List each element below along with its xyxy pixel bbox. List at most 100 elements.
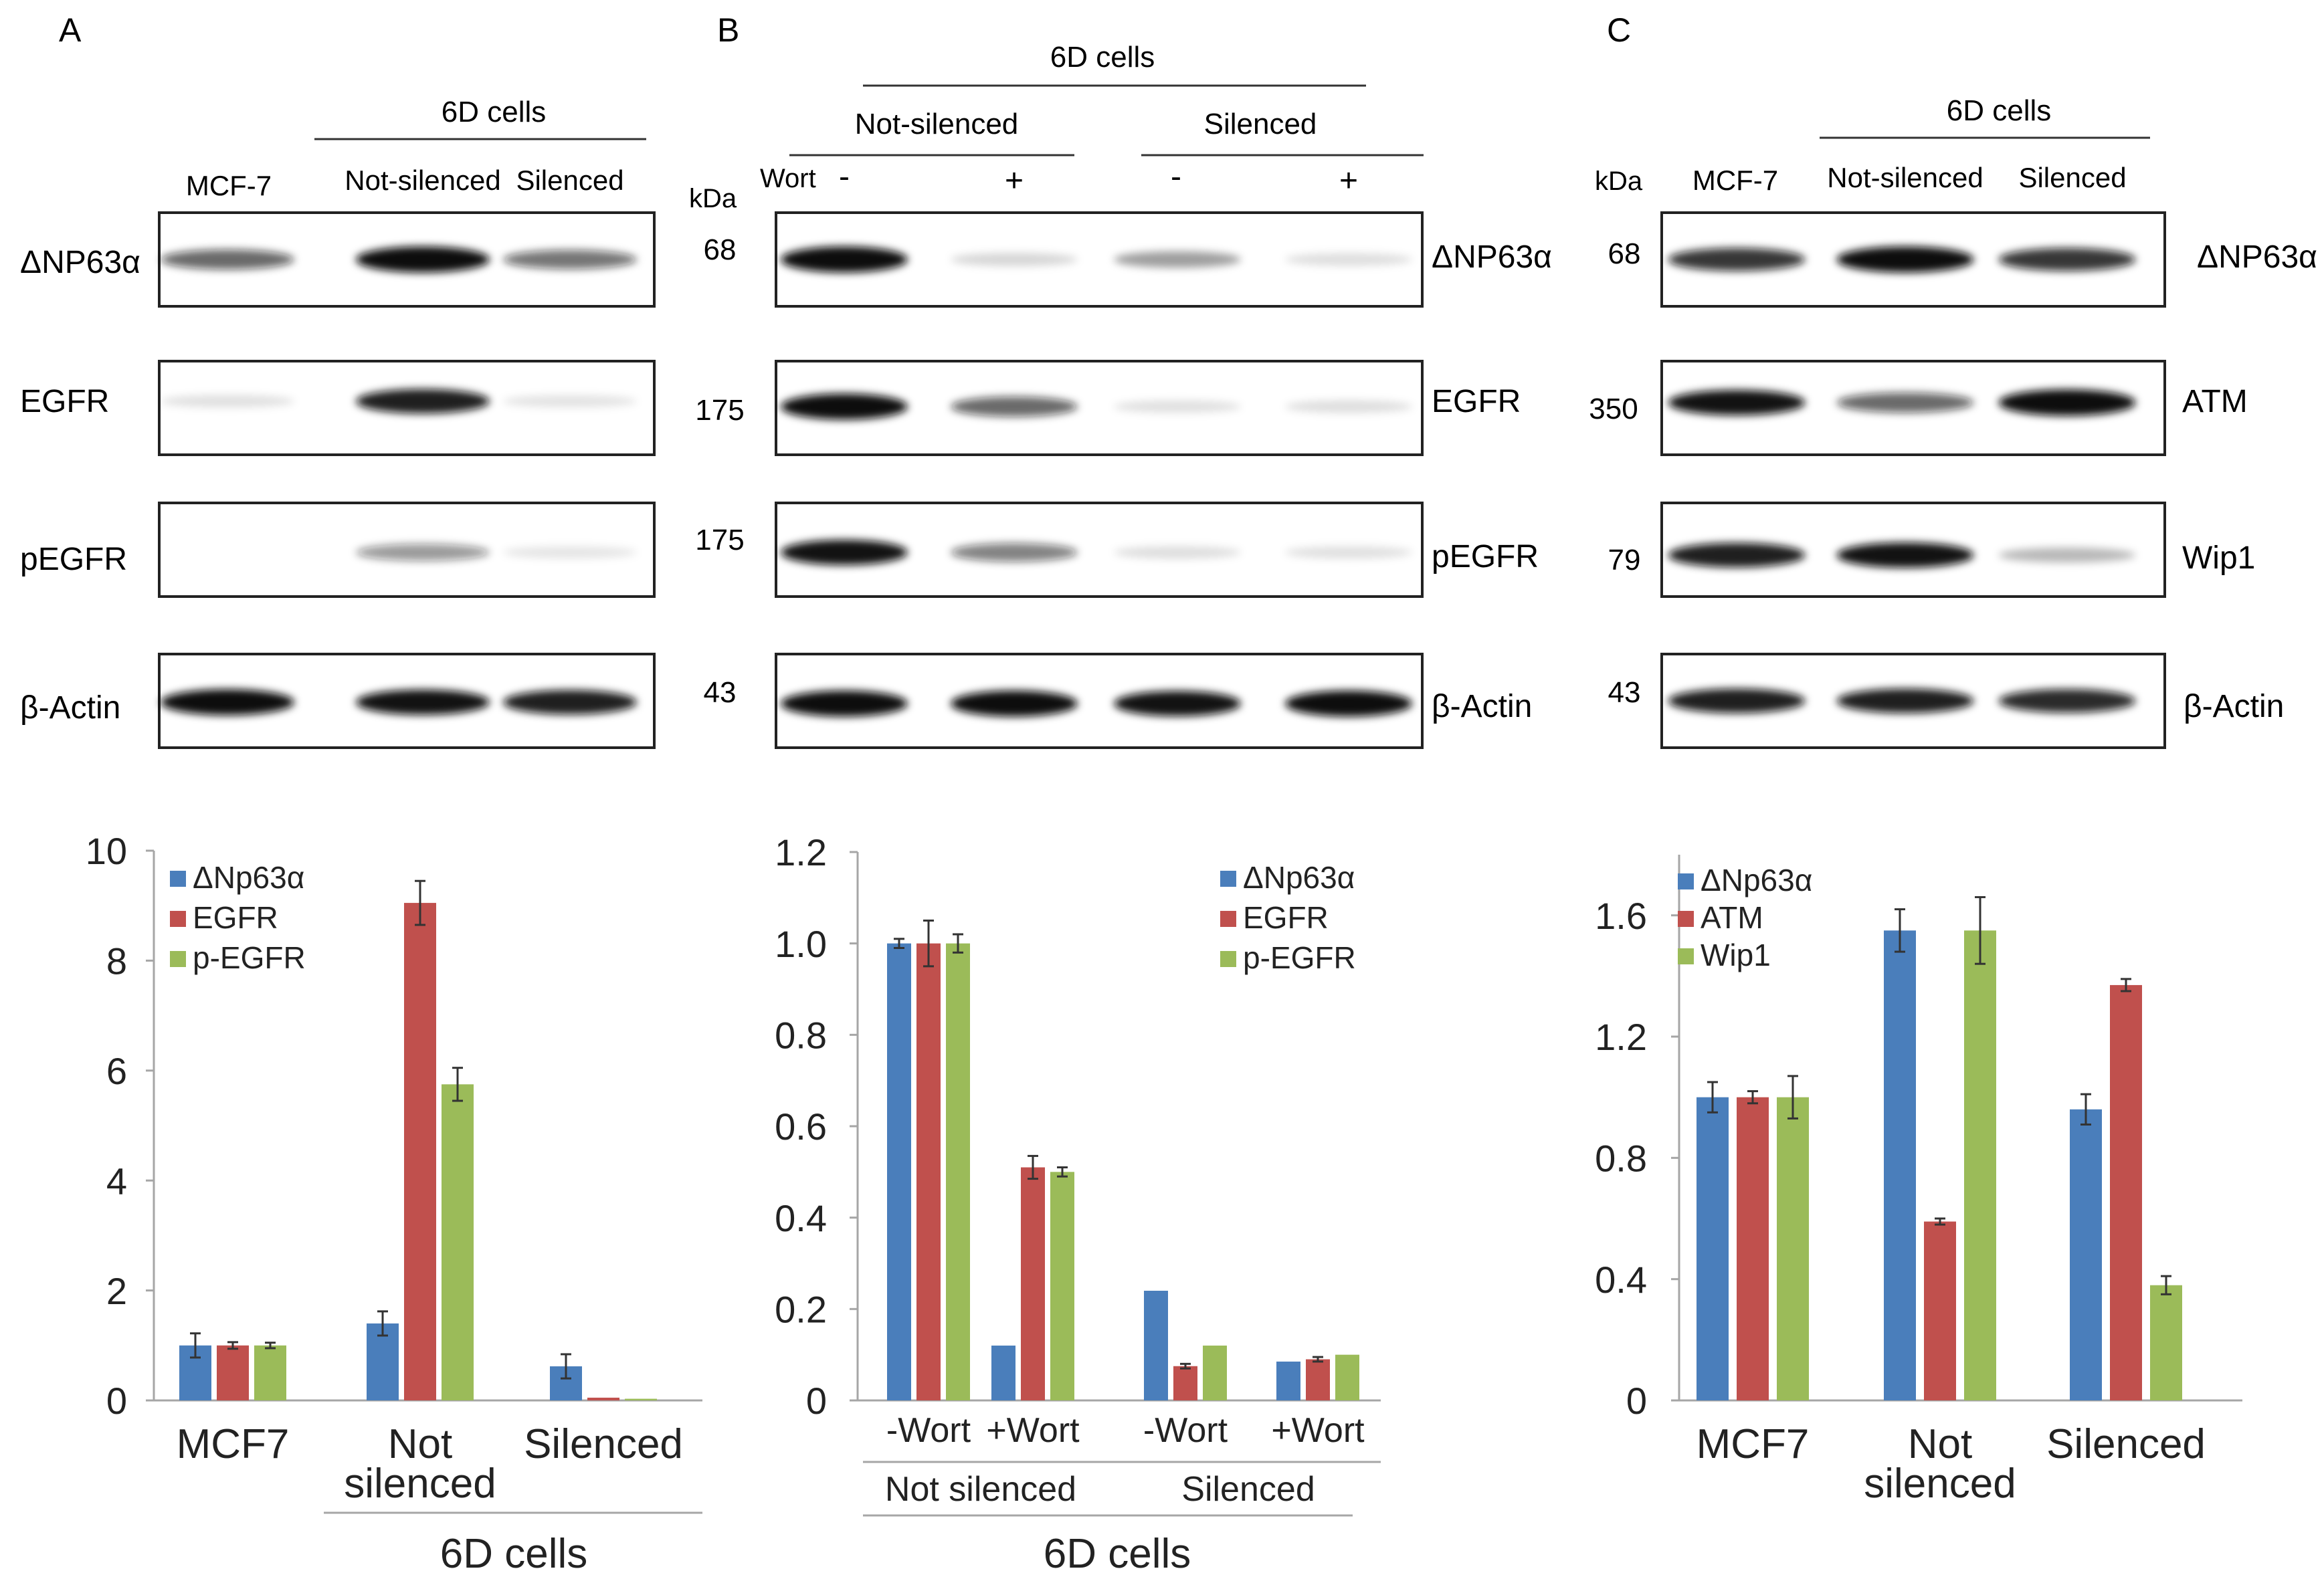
bar-Wip1 [1964,930,1996,1400]
blot-band [781,393,908,420]
bar-EGFR [217,1345,249,1400]
category-label: +Wort [986,1411,1080,1450]
panel-c-lane-label: Not-silenced [1827,162,1983,193]
panel-a-group-label: 6D cells [442,96,547,128]
category-label: silenced [344,1461,496,1507]
panel-b-kda-value: 175 [695,394,744,427]
blot-band [1668,688,1806,714]
blot-band [1836,246,1974,273]
blot-band [1285,546,1412,559]
panel-c-blot-bands [1668,246,2136,273]
panel-a-blot-bands [161,389,637,414]
legend-label: p-EGFR [193,940,306,975]
blot-band [1285,690,1412,717]
bar-ATM [1924,1221,1956,1400]
blot-band [1285,400,1412,413]
category-label: +Wort [1271,1411,1365,1450]
legend-label: ΔNp63α [193,860,304,895]
legend-swatch [170,951,186,967]
panel-b-blot-bands [781,393,1412,420]
blot-band [1668,390,1806,415]
bar-EGFR [1021,1167,1045,1400]
panel-c-kda-value: 79 [1608,544,1641,576]
y-tick-label: 0.4 [1595,1259,1647,1301]
bar-EGFR [1173,1366,1197,1400]
legend-swatch [1678,873,1694,889]
panel-a-lane-label: MCF-7 [186,170,272,201]
legend-label: ΔNp63α [1243,860,1355,895]
y-tick-label: 0.6 [775,1105,827,1148]
legend-swatch [1678,948,1694,964]
legend-swatch [170,911,186,927]
panel-c-blot-label: ΔNP63α [2197,239,2317,275]
blot-band [951,690,1078,717]
panel-a-blot-label: ΔNP63α [20,245,140,280]
blot-band [1836,542,1974,568]
panel-a-lane-label: Not-silenced [345,165,500,196]
y-tick-label: 1.0 [775,923,827,965]
panel-b-blots: B 6D cells Not-silenced Silenced kDa Wor… [689,11,1552,749]
blot-band [1836,392,1974,413]
blot-band [1998,389,2136,416]
blot-band [503,395,637,408]
legend-label: ΔNp63α [1701,863,1812,897]
category-label: MCF7 [1697,1421,1810,1467]
bar-p-EGFR [1203,1346,1227,1400]
panel-a-lane-label: Silenced [516,165,623,196]
blot-band [161,689,294,716]
y-tick-label: 0.8 [775,1014,827,1056]
bar-ΔNp63α [1884,930,1916,1400]
panel-c-letter: C [1607,11,1631,49]
y-tick-label: 0.4 [775,1197,827,1239]
panel-b-wort-label: Wort [760,164,816,193]
blot-band [161,249,294,270]
bar-ΔNp63α [1697,1097,1729,1400]
legend-label: EGFR [1243,900,1329,935]
bar-p-EGFR [1050,1172,1074,1400]
bar-ATM [1737,1097,1769,1400]
legend-swatch [1678,911,1694,927]
category-label: Not [388,1421,452,1467]
bar-ΔNp63α [2070,1109,2102,1400]
panel-b-letter: B [717,11,739,49]
category-label: -Wort [1143,1411,1228,1450]
panel-b-blot-label: ΔNP63α [1432,239,1552,275]
blot-band [1285,253,1412,266]
bar-p-EGFR [1335,1354,1359,1400]
blot-band [1836,688,1974,714]
bar-Wip1 [1777,1097,1809,1400]
bar-p-EGFR [254,1345,286,1400]
y-tick-label: 0 [106,1380,127,1422]
blot-band [161,395,294,408]
panel-c-lane-label: MCF-7 [1692,165,1778,196]
y-tick-label: 8 [106,940,127,982]
y-tick-label: 0 [1626,1380,1647,1422]
panel-c-group-label: 6D cells [1947,94,2052,127]
y-tick-label: 0 [806,1380,827,1422]
panel-c-lane-label: Silenced [2018,162,2126,193]
panel-a-blot-label: β-Actin [20,690,120,726]
group-label: 6D cells [440,1531,588,1577]
panel-b-blot-label: β-Actin [1432,689,1532,724]
panel-b-wort-sign: - [1171,159,1181,195]
panel-c-blot-label: Wip1 [2182,540,2255,576]
panel-c-blots: C 6D cells kDa MCF-7 Not-silenced Silenc… [1589,11,2317,749]
y-tick-label: 1.2 [775,831,827,873]
panel-c-kda-value: 68 [1608,237,1641,270]
panel-c-blot-bands [1668,688,2136,714]
y-tick-label: 4 [106,1160,127,1202]
category-label: Not [1908,1421,1972,1467]
panel-c-kda-value: 350 [1589,393,1638,425]
blot-band [503,546,637,559]
panel-c-kda-label: kDa [1595,167,1643,196]
panel-c-kda-value: 43 [1608,676,1641,709]
panel-b-wort-sign: + [1005,163,1024,199]
bar-ΔNp63α [1276,1361,1300,1400]
bar-ΔNp63α [1144,1291,1168,1400]
panel-b-blot-label: pEGFR [1432,539,1539,574]
y-tick-label: 6 [106,1050,127,1092]
panel-a-blot-bands [161,246,637,273]
